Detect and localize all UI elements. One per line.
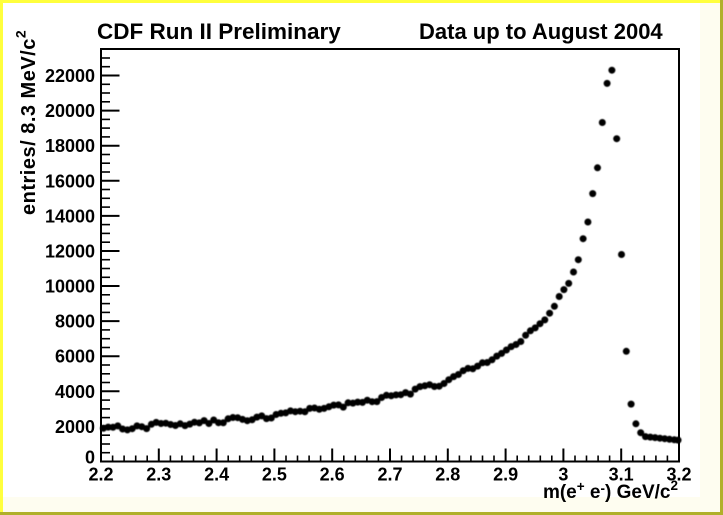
svg-text:22000: 22000 — [45, 66, 95, 86]
svg-text:14000: 14000 — [45, 206, 95, 226]
svg-text:3.2: 3.2 — [666, 465, 691, 485]
svg-text:3.1: 3.1 — [609, 465, 634, 485]
svg-text:6000: 6000 — [55, 347, 95, 367]
svg-text:12000: 12000 — [45, 242, 95, 262]
svg-text:10000: 10000 — [45, 277, 95, 297]
svg-text:2.7: 2.7 — [377, 465, 402, 485]
svg-text:2.2: 2.2 — [88, 465, 113, 485]
svg-text:16000: 16000 — [45, 171, 95, 191]
svg-text:2000: 2000 — [55, 417, 95, 437]
svg-text:entries/ 8.3 MeV/c2: entries/ 8.3 MeV/c2 — [13, 30, 41, 215]
svg-text:4000: 4000 — [55, 382, 95, 402]
svg-text:2.6: 2.6 — [320, 465, 345, 485]
svg-text:2.9: 2.9 — [493, 465, 518, 485]
svg-text:2.3: 2.3 — [146, 465, 171, 485]
svg-text:m(e+ e-) GeV/c2: m(e+ e-) GeV/c2 — [543, 478, 678, 503]
svg-text:2.8: 2.8 — [435, 465, 460, 485]
svg-text:Data up to August 2004: Data up to August 2004 — [419, 19, 663, 44]
svg-text:8000: 8000 — [55, 312, 95, 332]
svg-text:CDF Run II Preliminary: CDF Run II Preliminary — [97, 19, 341, 44]
svg-text:2.4: 2.4 — [204, 465, 229, 485]
svg-text:2.5: 2.5 — [262, 465, 287, 485]
svg-text:0: 0 — [85, 448, 95, 468]
svg-text:20000: 20000 — [45, 101, 95, 121]
svg-text:18000: 18000 — [45, 136, 95, 156]
svg-text:3: 3 — [558, 465, 568, 485]
